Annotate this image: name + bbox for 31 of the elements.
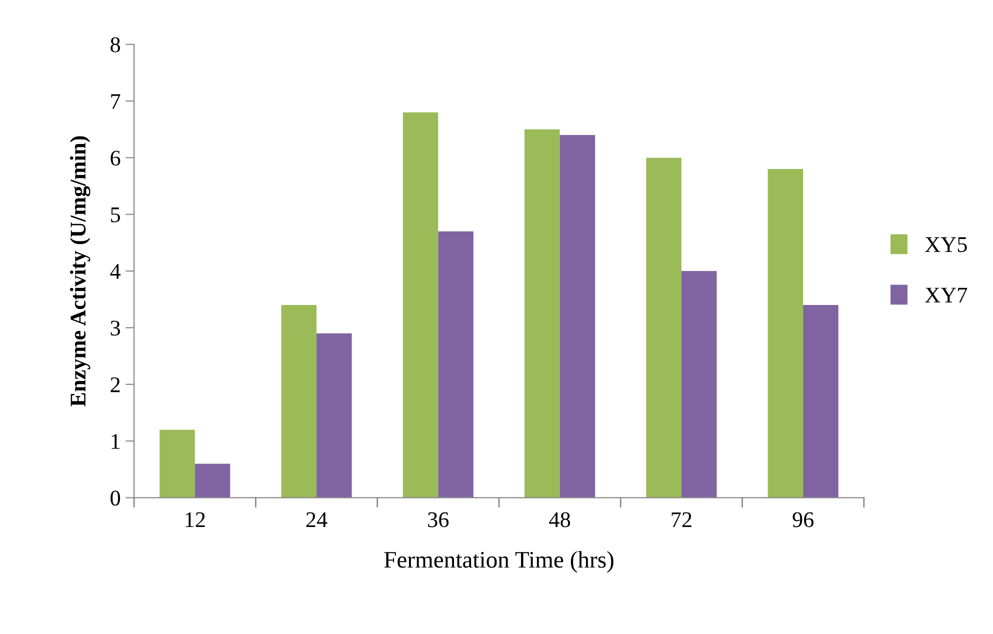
bar <box>194 464 230 498</box>
bar <box>681 271 717 498</box>
bar <box>803 305 838 498</box>
y-tick-label: 1 <box>112 434 120 449</box>
y-tick-label: 3 <box>110 320 120 336</box>
y-tick-label: 7 <box>111 94 120 109</box>
x-tick-label: 36 <box>428 512 449 528</box>
bar <box>281 305 317 498</box>
x-tick-label: 12 <box>186 512 205 527</box>
y-tick-label: 0 <box>110 490 120 506</box>
x-axis-title: Fermentation Time (hrs) <box>384 551 614 573</box>
y-tick-label: 5 <box>111 208 120 222</box>
y-tick-label: 2 <box>110 377 120 392</box>
y-tick-label: 6 <box>110 150 120 166</box>
bar <box>316 333 352 498</box>
legend-label: XY7 <box>925 288 968 302</box>
x-tick-label: 24 <box>306 512 328 527</box>
x-tick-label: 96 <box>792 512 814 528</box>
bar <box>438 231 474 498</box>
bar <box>768 169 804 498</box>
bar <box>560 135 596 498</box>
x-tick-label: 48 <box>549 512 570 528</box>
legend-label: XY5 <box>925 237 967 252</box>
x-tick-label: 72 <box>672 512 692 527</box>
bar <box>646 158 682 498</box>
y-axis-title: Enzyme Activity (U/mg/min) <box>70 136 90 406</box>
bar <box>402 112 438 498</box>
y-tick-label: 8 <box>110 37 120 52</box>
bar <box>160 430 195 498</box>
bar <box>524 129 560 498</box>
y-tick-label: 4 <box>110 264 121 279</box>
